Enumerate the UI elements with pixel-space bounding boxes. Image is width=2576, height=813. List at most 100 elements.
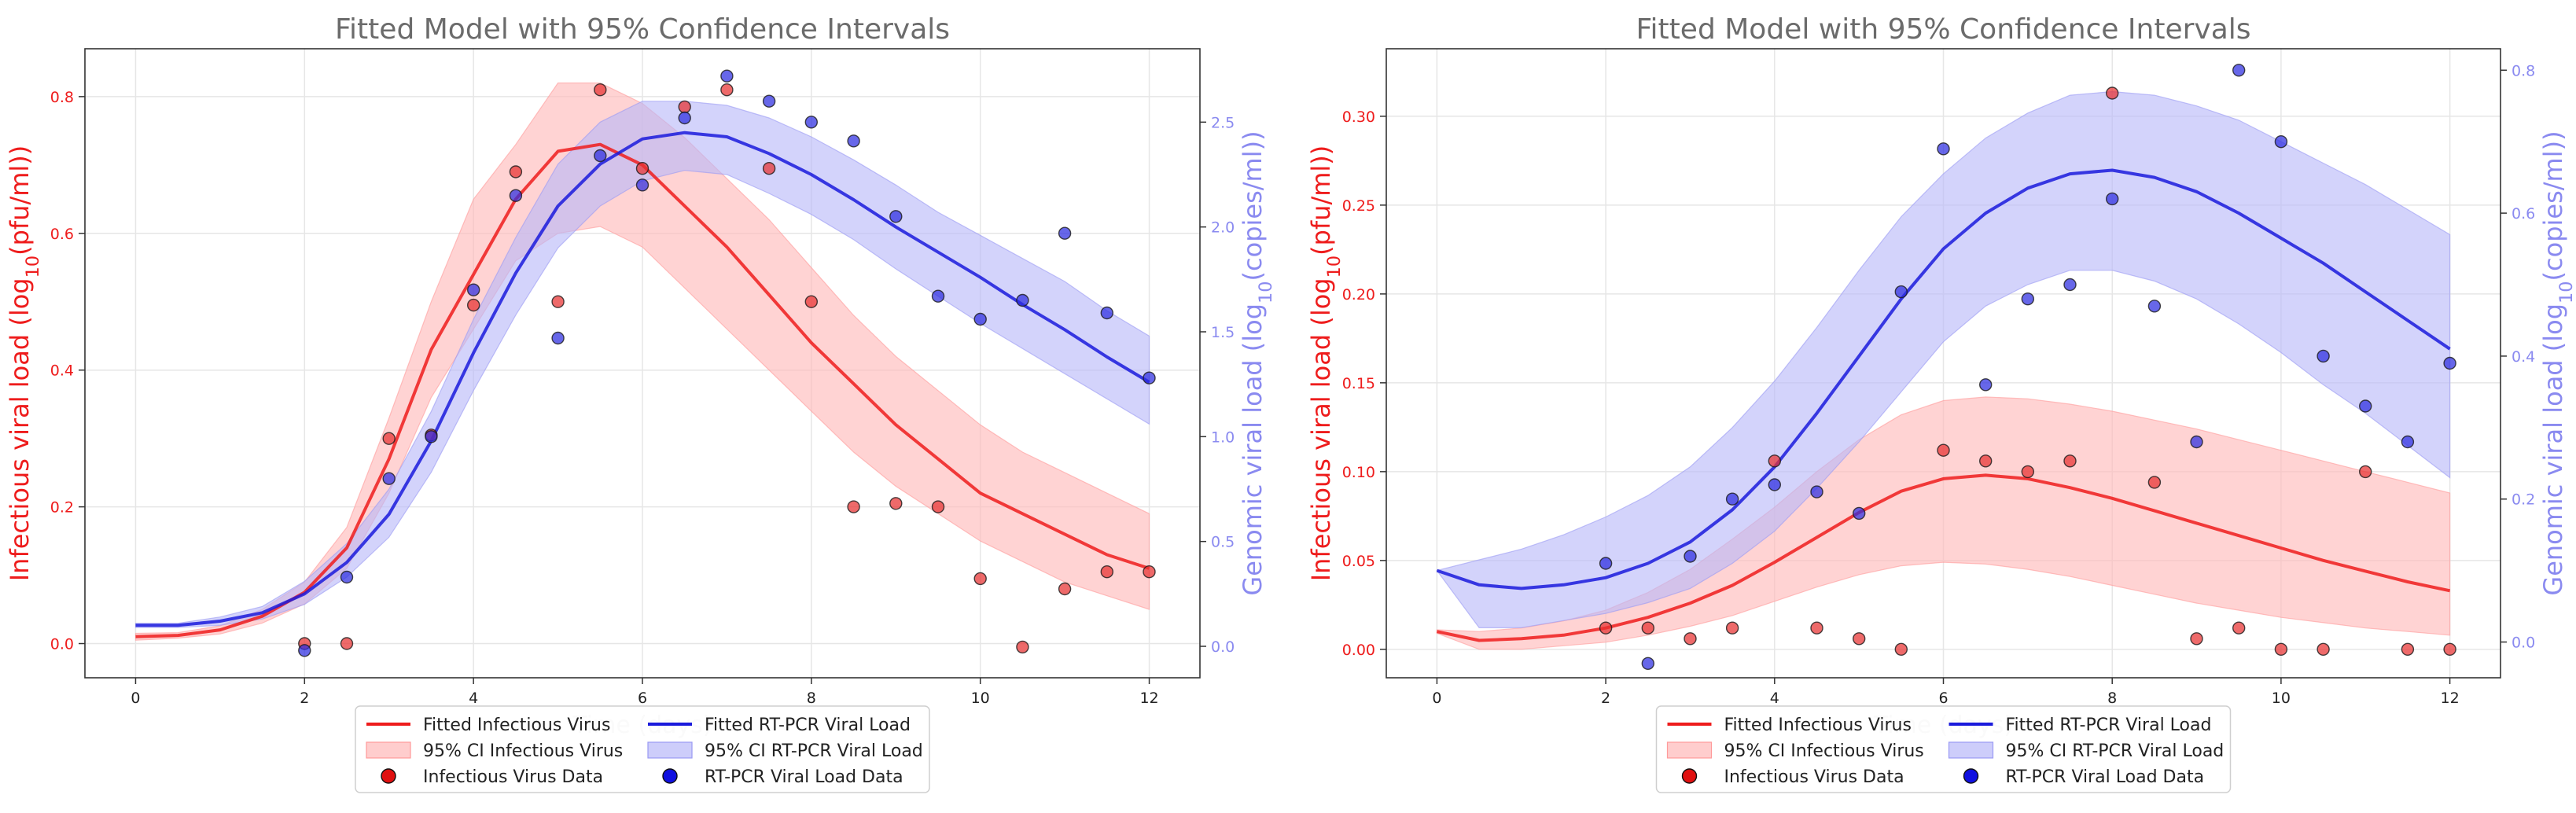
y-right-axis-label: Genomic viral load (log10(copies/ml)) — [1238, 131, 1276, 595]
y-right-tick-label: 2.5 — [1211, 114, 1235, 131]
infectious-data-point — [1143, 565, 1156, 579]
infectious-data-point — [973, 572, 987, 586]
rtpcr-data-point — [1725, 492, 1739, 506]
rtpcr-data-point — [1852, 506, 1866, 521]
y-left-tick-label: 0.4 — [50, 362, 74, 380]
infectious-data-point — [467, 298, 480, 312]
rtpcr-data-point — [1100, 306, 1114, 320]
infectious-data-point — [1937, 443, 1950, 457]
y-right-tick-label: 0.4 — [2512, 348, 2535, 366]
x-tick-label: 2 — [300, 690, 309, 707]
rtpcr-data-point — [804, 116, 819, 129]
x-tick-label: 4 — [1770, 690, 1779, 707]
rtpcr-data-point — [340, 570, 354, 584]
rtpcr-data-point — [635, 178, 650, 192]
infectious-data-point — [2232, 621, 2246, 635]
rtpcr-data-point — [1058, 226, 1072, 240]
rtpcr-data-point — [1684, 550, 1697, 563]
rtpcr-data-point — [2063, 278, 2077, 292]
x-tick-label: 8 — [807, 690, 816, 707]
legend-infectious-data: Infectious Virus Data — [381, 767, 603, 787]
legend-label: 95% CI RT-PCR Viral Load — [705, 741, 923, 761]
legend: Fitted Infectious Virus 95% CI Infectious… — [1655, 705, 2232, 793]
rtpcr-data-point — [2317, 349, 2330, 363]
y-right-tick-label: 2.0 — [1211, 219, 1235, 237]
rtpcr-data-point — [2147, 300, 2162, 313]
rtpcr-data-point — [678, 111, 691, 125]
legend-ci-rtpcr: 95% CI RT-PCR Viral Load — [647, 741, 923, 761]
y-left-tick-label: 0.20 — [1342, 286, 1375, 303]
infectious-data-point — [2021, 465, 2035, 479]
y-right-tick-label: 0.6 — [2512, 205, 2535, 223]
x-tick-label: 4 — [469, 690, 478, 707]
fitted-rtpcr-line — [1436, 168, 2451, 590]
rtpcr-data-point — [1978, 378, 1993, 392]
infectious-data-point — [2105, 86, 2119, 100]
legend-fitted-rtpcr: Fitted RT-PCR Viral Load — [648, 716, 911, 735]
x-tick-label: 6 — [1938, 690, 1948, 707]
ci-band-rtpcr — [134, 101, 1150, 628]
y-right-tick-label: 0.5 — [1211, 534, 1235, 551]
legend-patch-swatch — [1666, 741, 1713, 759]
chart-panel-1: 0 2 4 6 8 10 12 0.0 0.2 0.4 0.6 0.8 0.0 0.5 1.0 1.5 2.0 2… — [5, 13, 1276, 793]
rtpcr-data-point — [382, 472, 396, 485]
infectious-data-point — [1810, 621, 1823, 635]
chart-panel-2: 0 2 4 6 8 10 12 0.00 0.05 0.10 0.15 0.20 0.25 0.30 0.0… — [1306, 13, 2576, 793]
x-tick-label: 12 — [1139, 690, 1158, 707]
y-right-tick-label: 0.2 — [2512, 491, 2535, 509]
rtpcr-data-point — [1894, 285, 1908, 299]
rtpcr-data-point — [2190, 435, 2203, 449]
legend-label: RT-PCR Viral Load Data — [705, 767, 903, 787]
y-left-tick-label: 0.8 — [50, 89, 74, 106]
rtpcr-data-point — [1641, 657, 1655, 670]
y-right-tick-label: 0.8 — [2512, 62, 2535, 79]
infectious-data-point — [762, 161, 776, 175]
rtpcr-data-point — [2401, 435, 2415, 449]
legend-ci-infectious: 95% CI Infectious Virus — [366, 741, 623, 761]
rtpcr-data-point — [298, 644, 311, 657]
infectious-data-point — [1768, 454, 1782, 468]
legend-label: Fitted RT-PCR Viral Load — [705, 716, 911, 735]
y-left-tick-label: 0.10 — [1342, 464, 1375, 481]
rtpcr-data-point — [425, 430, 438, 443]
rtpcr-data-point — [594, 149, 607, 163]
rtpcr-data-point — [720, 69, 734, 83]
legend-dot-swatch — [381, 768, 396, 784]
legend-label: RT-PCR Viral Load Data — [2006, 767, 2205, 787]
legend-dot-swatch — [662, 768, 678, 784]
legend-box — [1655, 705, 2232, 793]
infectious-data-point — [1978, 454, 1993, 468]
rtpcr-data-point — [1768, 478, 1782, 491]
infectious-data-point — [1599, 621, 1613, 635]
y-right-tick-label: 1.5 — [1211, 324, 1235, 341]
legend-label: 95% CI Infectious Virus — [1724, 741, 1924, 761]
legend-label: Fitted Infectious Virus — [423, 716, 610, 735]
infectious-data-point — [2274, 642, 2288, 656]
infectious-data-point — [804, 295, 819, 308]
infectious-data-point — [2443, 642, 2456, 656]
infectious-data-point — [1684, 632, 1697, 646]
legend: Fitted Infectious Virus 95% CI Infectious… — [355, 705, 930, 793]
legend-ci-infectious: 95% CI Infectious Virus — [1666, 741, 1924, 761]
y-left-tick-label: 0.2 — [50, 499, 74, 517]
legend-rtpcr-data: RT-PCR Viral Load Data — [1963, 767, 2205, 787]
legend-label: 95% CI RT-PCR Viral Load — [2006, 741, 2225, 761]
y-left-tick-label: 0.6 — [50, 226, 74, 243]
rtpcr-data-point — [2232, 64, 2246, 77]
x-tick-label: 6 — [638, 690, 647, 707]
rtpcr-data-point — [467, 283, 480, 296]
y-right-tick-label: 0.0 — [1211, 638, 1235, 656]
rtpcr-data-point — [551, 331, 565, 345]
rtpcr-data-point — [1937, 142, 1950, 156]
legend-dot-swatch — [1963, 768, 1979, 784]
y-left-tick-label: 0.00 — [1342, 642, 1375, 659]
legend-infectious-data: Infectious Virus Data — [1681, 767, 1904, 787]
rtpcr-data-point — [509, 189, 523, 202]
x-tick-label: 10 — [971, 690, 990, 707]
legend-patch-swatch — [366, 741, 411, 759]
legend-fitted-infectious: Fitted Infectious Virus — [366, 716, 610, 735]
infectious-data-point — [1725, 621, 1739, 635]
y-left-tick-label: 0.30 — [1342, 109, 1375, 126]
y-left-axis-label: Infectious viral load (log10(pfu/ml)) — [5, 145, 43, 582]
